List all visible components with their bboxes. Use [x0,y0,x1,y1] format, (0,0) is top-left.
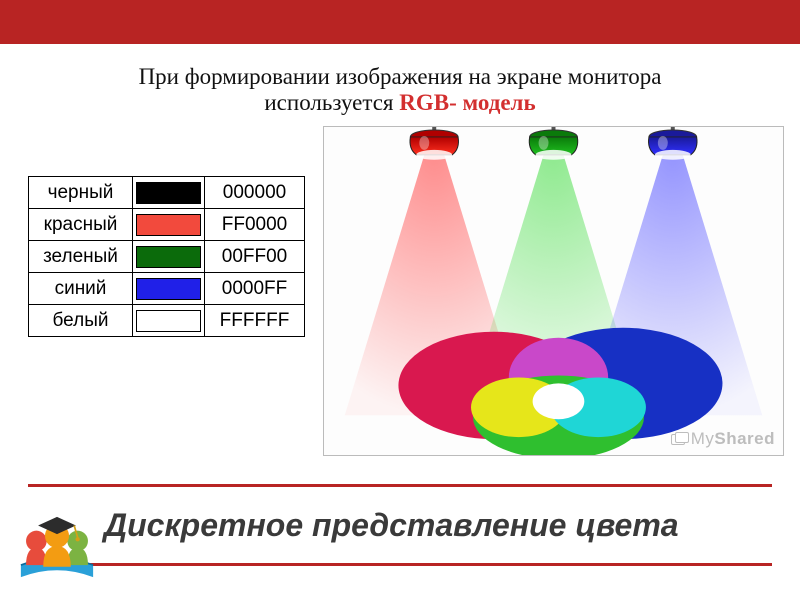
color-name-cell: черный [29,177,133,209]
stack-icon [671,432,689,446]
heading-line2: используется RGB- модель [30,90,770,116]
table-row: красный FF0000 [29,209,305,241]
heading-line2-prefix: используется [264,90,399,115]
graduation-people-icon [14,498,100,584]
rgb-diagram: MyShared [323,126,784,456]
footer-rule-box: Дискретное представление цвета [28,484,772,566]
heading-rgb: RGB- модель [399,90,535,115]
top-accent-bar [0,0,800,44]
color-swatch-cell [133,177,205,209]
color-hex-cell: FFFFFF [205,305,305,337]
color-hex-cell: 0000FF [205,273,305,305]
color-swatch-cell [133,305,205,337]
footer-title: Дискретное представление цвета [104,507,679,544]
table-row: зеленый 00FF00 [29,241,305,273]
watermark-shared: Shared [714,429,775,448]
table-row: синий 0000FF [29,273,305,305]
color-hex-cell: 00FF00 [205,241,305,273]
heading-line1: При формировании изображения на экране м… [30,64,770,90]
color-hex-table: черный000000красныйFF0000зеленый00FF00си… [28,176,305,337]
content-row: черный000000красныйFF0000зеленый00FF00си… [0,126,800,456]
color-name-cell: белый [29,305,133,337]
table-row: черный 000000 [29,177,305,209]
color-swatch-cell [133,241,205,273]
rgb-svg [324,127,783,455]
color-hex-cell: FF0000 [205,209,305,241]
watermark-my: My [691,429,715,448]
watermark: MyShared [671,429,775,449]
heading-block: При формировании изображения на экране м… [30,64,770,116]
footer: Дискретное представление цвета [0,484,800,600]
color-name-cell: красный [29,209,133,241]
table-row: белый FFFFFF [29,305,305,337]
color-swatch-cell [133,209,205,241]
color-hex-cell: 000000 [205,177,305,209]
color-name-cell: синий [29,273,133,305]
color-name-cell: зеленый [29,241,133,273]
color-swatch-cell [133,273,205,305]
